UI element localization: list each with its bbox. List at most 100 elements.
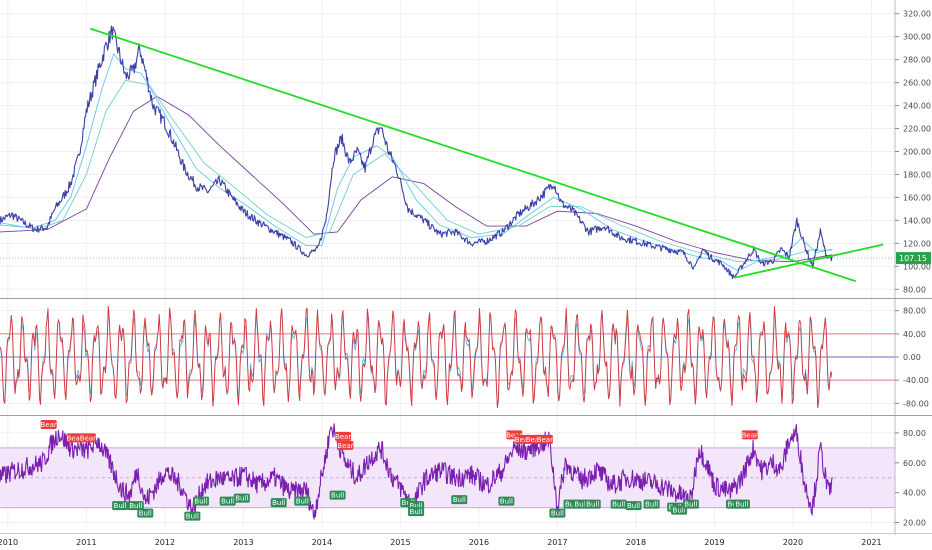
signal-badge [294,496,311,506]
bull-signal[interactable]: Bull [127,501,144,511]
bull-signal[interactable]: Bull [549,508,566,518]
signal-label: Bull [574,501,587,509]
signal-badge [66,433,83,443]
y-tick-label: 80.00 [903,285,926,294]
signal-label: Bull [565,501,578,509]
signal-label: Bull [586,501,599,509]
signal-label: Bull [551,510,564,518]
pane-separators[interactable] [0,0,932,535]
signal-label: Bear [66,434,82,442]
signal-label: Bull [410,502,423,510]
signal-label: Bear [515,436,531,444]
y-tick-label: 60.00 [903,459,926,468]
signal-badge [536,434,553,444]
signal-label: Bear [41,421,57,429]
y-tick-label: 100.00 [903,262,931,271]
signal-label: Bull [627,502,640,510]
bull-signal[interactable]: Bull [137,508,154,518]
signal-badge [498,496,515,506]
signal-badge [408,507,425,517]
bear-signal[interactable]: Bear [40,419,57,429]
bull-signal[interactable]: Bull [625,501,642,511]
bull-signal[interactable]: Bull [610,499,627,509]
signal-badge [219,496,236,506]
bear-signal[interactable]: Bear [742,430,758,440]
signal-badge [233,493,250,503]
signal-badge [337,440,354,450]
bear-signal[interactable]: Bear [536,434,553,444]
bull-signal[interactable]: Bull [233,493,250,503]
series-osc-red [0,306,833,408]
signal-badge [270,498,287,508]
signal-badge [40,419,57,429]
signal-badge [127,501,144,511]
x-tick-label: 2018 [626,538,646,547]
signal-label: Bear [526,436,542,444]
y-tick-label: 260.00 [903,79,931,88]
signal-badge [192,496,209,506]
signal-label: Bull [194,498,207,506]
trendline-downtrend[interactable] [90,27,857,283]
signal-label: Bull [186,513,199,521]
bear-signal[interactable]: Bear [79,433,96,443]
y-tick-label: 220.00 [903,125,931,134]
y-tick-label: 300.00 [903,33,931,42]
series-rsi [0,423,833,521]
y-tick-label: 180.00 [903,170,931,179]
signal-label: Bull [645,501,658,509]
bull-signal[interactable]: Bull [584,499,601,509]
y-tick-label: -40.00 [903,376,929,385]
y-axis[interactable]: 80.00 100.00 120.00 140.00 160.00 180.00 200.0… [895,10,931,528]
bull-signal[interactable]: Bull [184,511,201,521]
y-tick-label: 80.00 [903,307,926,316]
signal-label: Bear [506,431,522,439]
signal-label: Bull [612,501,625,509]
bull-signal[interactable]: Bull [682,499,699,509]
signal-label: Bear [742,431,758,439]
bull-signal[interactable]: Bull [408,507,425,517]
signal-label: Bull [673,507,686,515]
y-tick-label: 140.00 [903,216,931,225]
x-tick-label: 2021 [861,538,881,547]
bull-signal[interactable]: Bull [192,496,209,506]
signal-badge [79,433,96,443]
x-axis[interactable]: 2010 2011 2012 2013 2014 2015 2016 2017 2018 2019… [0,538,882,547]
series-ma-slow [0,95,833,263]
x-tick-label: 2017 [547,538,567,547]
y-tick-label: -80.00 [903,399,929,408]
y-tick-label: 40.00 [903,489,926,498]
x-tick-label: 2014 [312,538,332,547]
x-tick-label: 2019 [704,538,724,547]
bull-signal[interactable]: Bull [294,496,311,506]
x-tick-label: 2016 [469,538,489,547]
y-tick-label: 280.00 [903,56,931,65]
last-price-label-bg [896,252,931,265]
x-tick-label: 2010 [0,538,18,547]
y-tick-label: 200.00 [903,148,931,157]
y-tick-label: 80.00 [903,429,926,438]
last-price-value: 107.15 [899,254,927,263]
signal-label: Bull [684,501,697,509]
signal-badge [643,499,660,509]
bull-signal[interactable]: Bull [451,495,468,505]
bull-signal[interactable]: Bull [112,501,129,511]
bull-signal[interactable]: Bull [498,496,515,506]
signal-badge [137,508,154,518]
bull-signal[interactable]: Bull [270,498,287,508]
signal-label: Bear [80,434,96,442]
y-tick-label: 120.00 [903,239,931,248]
signal-badge [451,495,468,505]
bear-signal[interactable]: Bear [337,440,354,450]
bull-signal[interactable]: Bull [733,499,750,509]
signal-badge [682,499,699,509]
bull-signal[interactable]: Bull [643,499,660,509]
signal-badge [329,490,346,500]
signal-label: Bull [272,499,285,507]
bear-signal[interactable]: Bear [335,431,351,441]
trendline-uptrend[interactable] [733,243,884,279]
bear-signal[interactable]: Bear [66,433,83,443]
signal-label: Bull [139,510,152,518]
bull-signal[interactable]: Bull [329,490,346,500]
bull-signal[interactable]: Bull [219,496,236,506]
